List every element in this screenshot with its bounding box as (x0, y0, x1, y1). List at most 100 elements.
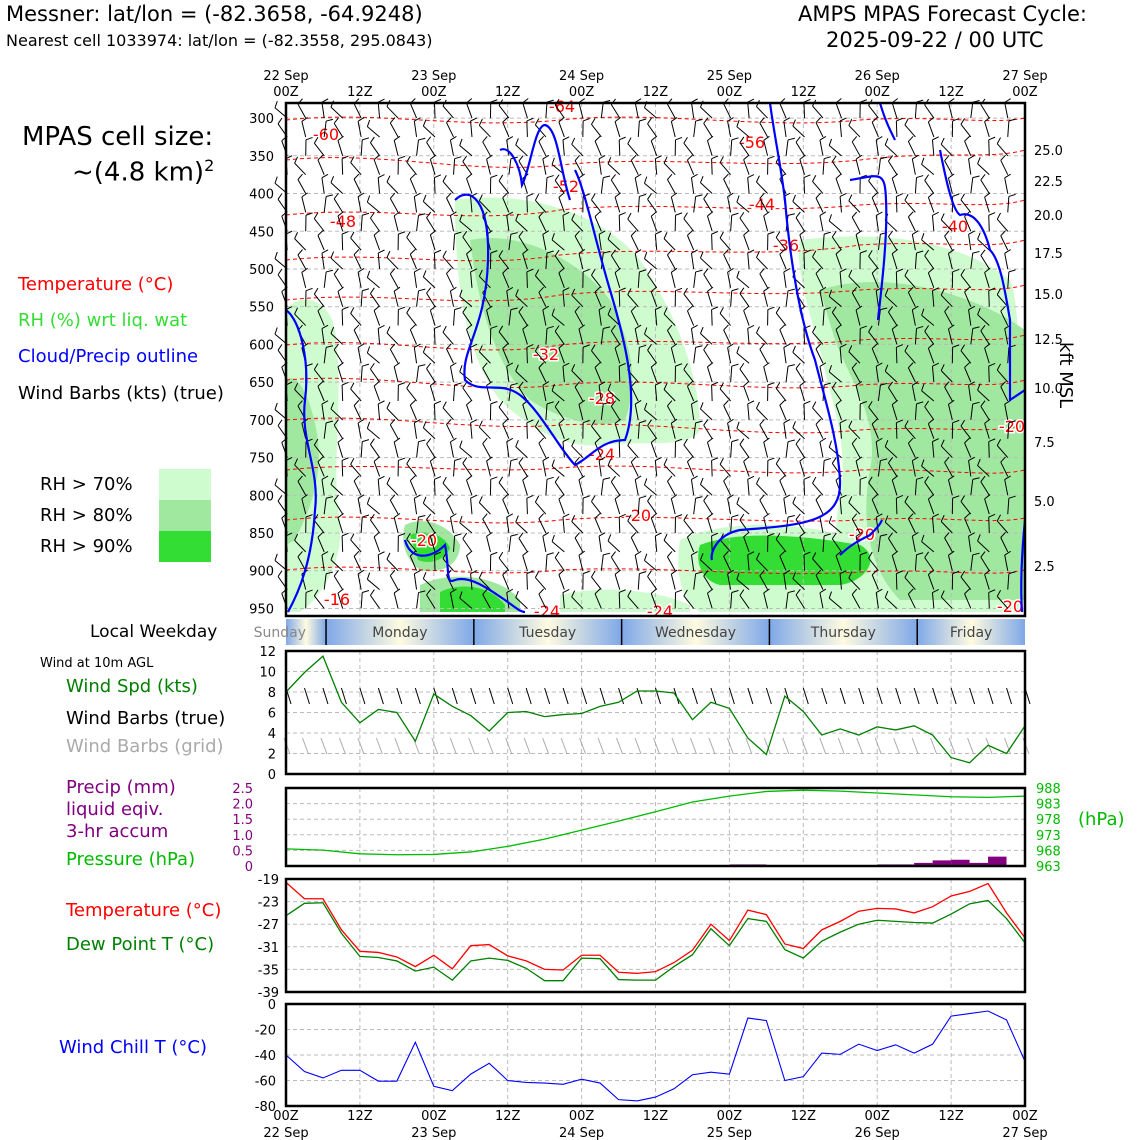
wind-barb (630, 461, 639, 477)
wind-barb-flag (964, 135, 970, 142)
wind-barb (350, 313, 362, 326)
wind-barb (828, 597, 842, 609)
wind-barb-flag (835, 248, 842, 255)
wind-barb (498, 482, 510, 496)
wind-barb (462, 236, 473, 251)
wind-barb (739, 142, 750, 157)
wind-barb-flag (554, 249, 560, 257)
wind-barb (785, 139, 789, 156)
wind-barb-flag (756, 175, 760, 183)
wind-barb-flag (723, 400, 729, 406)
wind-barb-flag (639, 344, 647, 348)
wind-barb (1007, 347, 1010, 364)
wind-barb-flag (409, 475, 416, 481)
wind-barb (996, 218, 1009, 232)
wind-barb-flag (353, 324, 360, 331)
wind-barb (819, 290, 824, 307)
wind-barb (413, 271, 418, 288)
wind-barb (803, 328, 806, 345)
wind-barb (988, 139, 990, 156)
temperature-contour-label: -28 (589, 389, 615, 408)
wind-barb (775, 237, 787, 251)
wind-barb-flag (779, 475, 786, 481)
wind-barb-flag (655, 457, 662, 461)
wind-barb (558, 498, 565, 515)
time-label-top-hour: 00Z (1012, 85, 1038, 100)
precip-label-2: liquid eqiv. (66, 799, 164, 820)
wind-barb (571, 521, 584, 534)
wind-barb-flag (337, 362, 344, 368)
wind-barb-flag (792, 496, 796, 504)
wind-barb-flag (313, 136, 319, 144)
wind-barb-flag (763, 437, 770, 443)
wind-barb-flag (731, 137, 739, 141)
wind-barb (297, 103, 307, 119)
wind-barb (453, 309, 456, 326)
wind-barb-flag (984, 343, 991, 349)
wind-barb (393, 441, 399, 458)
wind-barb-flag (743, 531, 750, 538)
wind-barb-flag (952, 118, 960, 122)
wind-barb (730, 366, 733, 383)
wind-barb-flag (337, 135, 344, 141)
wind-barb-flag (510, 458, 518, 462)
wind-barb-flag (462, 457, 468, 464)
wind-barb-flag (787, 590, 795, 594)
wind-barb (578, 479, 584, 496)
wind-barb (542, 385, 547, 402)
wind-barb-flag (386, 175, 391, 183)
legend-cloud-outline: Cloud/Precip outline (18, 346, 199, 367)
wind-barb (429, 234, 436, 251)
wind-barb (835, 329, 842, 345)
cloud-outline (878, 102, 896, 141)
wind-barb (416, 592, 420, 609)
wind-barb-flag (377, 98, 385, 103)
wind-barb (545, 479, 548, 496)
wind-barb (574, 235, 584, 251)
wind-barb (1007, 271, 1010, 288)
wind-barb (337, 215, 344, 232)
wind-barb-flag (610, 475, 616, 483)
wind-barb (819, 366, 824, 383)
wind-barb-flag (330, 251, 335, 259)
wind-barb-grid (394, 737, 402, 755)
wind-barb-flag (502, 569, 509, 576)
wind-barb (988, 517, 990, 534)
wind-barb-flag (828, 440, 833, 448)
wind-barb (839, 196, 842, 213)
wind-barb (960, 501, 972, 515)
wind-barb-grid (782, 737, 790, 755)
wind-barb-true (876, 687, 883, 705)
wind-barb-flag (1000, 230, 1006, 237)
wind-barb-flag (518, 456, 524, 464)
wind-barb-flag (482, 136, 488, 143)
wind-barb-flag (787, 439, 795, 443)
wind-barb-flag (630, 532, 637, 538)
wind-barb (409, 329, 418, 345)
wind-barb (321, 253, 325, 270)
wind-barb (598, 535, 602, 552)
wind-barb-grid (930, 737, 938, 755)
cloud-outline (849, 175, 888, 321)
wind-barb-flag (984, 267, 991, 273)
wind-barb (377, 403, 381, 420)
wind-barb-flag (743, 230, 750, 236)
pressure-tick-label: 700 (249, 414, 274, 429)
wind-barb (433, 479, 436, 496)
wind-barb-flag (675, 287, 683, 292)
wind-barb (980, 481, 990, 496)
wind-barb-flag (815, 418, 822, 425)
wind-barb (871, 348, 879, 364)
wind-barb-flag (578, 324, 585, 330)
wind-barb-flag (707, 211, 714, 217)
wind-barb-flag (610, 324, 616, 332)
wind-barb (944, 160, 953, 175)
wind-barb (831, 538, 842, 553)
wind-barb (727, 272, 732, 288)
wind-barb-flag (736, 346, 740, 354)
wind-barb (654, 158, 658, 175)
wind-barb-flag (459, 365, 463, 373)
wind-barb-flag (482, 513, 488, 520)
panel-frame (284, 1002, 1027, 1108)
wind-barb (498, 406, 510, 421)
